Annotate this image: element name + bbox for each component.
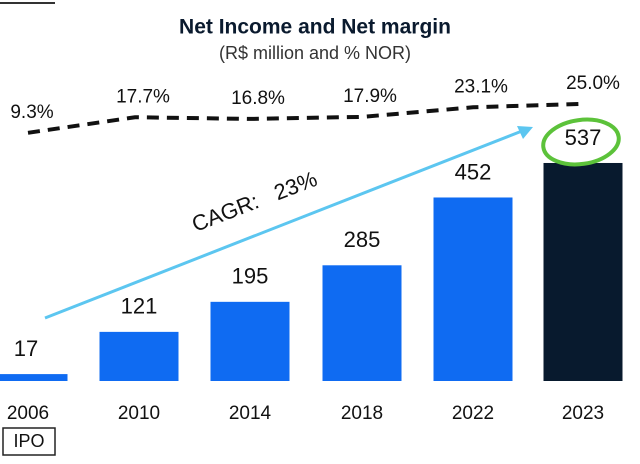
bar bbox=[322, 265, 402, 381]
cagr-arrowhead bbox=[517, 126, 533, 139]
value-label: 537 bbox=[565, 125, 602, 150]
margin-label: 9.3% bbox=[10, 102, 53, 123]
ipo-label: IPO bbox=[13, 431, 44, 451]
value-label: 17 bbox=[14, 336, 38, 361]
margin-label: 17.9% bbox=[343, 86, 397, 107]
x-tick-label: 2006 bbox=[7, 403, 49, 424]
value-label: 452 bbox=[455, 159, 492, 184]
bar bbox=[543, 162, 623, 381]
value-label: 195 bbox=[232, 264, 269, 289]
bar bbox=[99, 331, 179, 381]
x-tick-label: 2022 bbox=[452, 403, 494, 424]
margin-label: 25.0% bbox=[566, 73, 620, 94]
cagr-arrow bbox=[44, 129, 523, 320]
margin-label: 16.8% bbox=[231, 88, 285, 109]
chart-subtitle: (R$ million and % NOR) bbox=[219, 43, 411, 63]
value-label: 285 bbox=[344, 227, 381, 252]
cagr-label: CAGR: 23% bbox=[188, 166, 320, 237]
highlight-ring bbox=[541, 117, 621, 167]
margin-line bbox=[27, 101, 586, 135]
ipo-box bbox=[2, 427, 56, 456]
margin-label: 23.1% bbox=[454, 76, 508, 97]
x-tick-label: 2014 bbox=[229, 403, 272, 424]
bar bbox=[210, 301, 290, 381]
chart-title: Net Income and Net margin bbox=[179, 16, 451, 39]
x-tick-label: 2023 bbox=[562, 403, 604, 424]
bar bbox=[0, 374, 68, 381]
margin-label: 17.7% bbox=[116, 86, 170, 107]
x-tick-label: 2010 bbox=[118, 403, 160, 424]
bar bbox=[433, 197, 513, 381]
value-label: 121 bbox=[121, 294, 158, 319]
x-tick-label: 2018 bbox=[341, 403, 383, 424]
